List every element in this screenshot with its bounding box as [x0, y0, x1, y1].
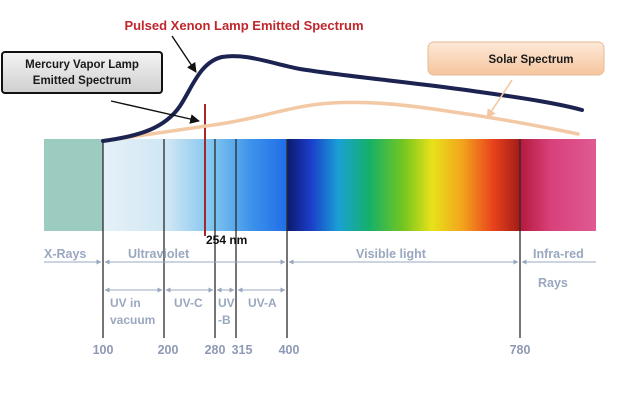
mercury-label-line-2: Emitted Spectrum: [33, 75, 131, 87]
mercury-label-box: Mercury Vapor Lamp Emitted Spectrum: [1, 51, 163, 94]
uv-b-line-1: UV: [218, 296, 235, 310]
visible-band: [287, 139, 521, 231]
solar-label-box: Solar Spectrum: [427, 41, 605, 76]
spectrum-band: [44, 139, 596, 231]
xenon-curve: [101, 54, 584, 143]
solar-curve: [101, 100, 580, 143]
band-ultraviolet: Ultraviolet: [128, 247, 190, 261]
band-visible: Visible light: [356, 247, 427, 261]
wavelength-315: 315: [232, 343, 253, 357]
band-infrared-rays: Rays: [538, 276, 568, 290]
wavelength-400: 400: [279, 343, 300, 357]
wavelength-200: 200: [158, 343, 179, 357]
band-xrays: X-Rays: [44, 247, 86, 261]
line-254-label: 254 nm: [206, 233, 247, 247]
xray-band: [44, 139, 104, 231]
xenon-title: Pulsed Xenon Lamp Emitted Spectrum: [124, 18, 363, 33]
solar-arrow: [486, 79, 513, 119]
xenon-title-arrow: [171, 35, 197, 73]
uv-c-label: UV-C: [174, 296, 203, 310]
wavelength-100: 100: [93, 343, 114, 357]
wavelength-780: 780: [510, 343, 531, 357]
infrared-band: [520, 139, 596, 231]
wavelength-280: 280: [205, 343, 226, 357]
mercury-arrow: [110, 100, 200, 124]
band-infrared: Infra-red: [533, 247, 584, 261]
uv-vacuum-line-1: UV in: [110, 296, 141, 310]
uv-b-line-2: -B: [218, 313, 231, 327]
divider-lines: [102, 139, 521, 338]
uv-band: [103, 139, 288, 231]
uv-vacuum-line-2: vacuum: [110, 313, 155, 327]
mercury-label-line-1: Mercury Vapor Lamp: [25, 59, 139, 71]
uv-a-label: UV-A: [248, 296, 277, 310]
solar-label: Solar Spectrum: [489, 54, 574, 66]
